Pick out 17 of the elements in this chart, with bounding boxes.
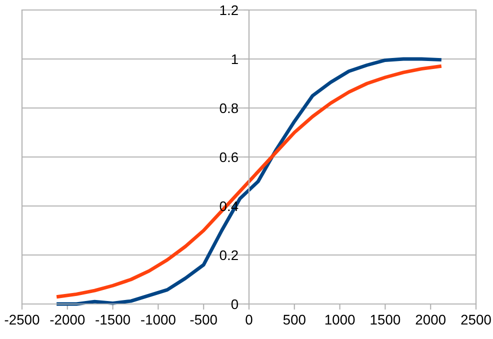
x-tick-label: 2000 bbox=[416, 314, 446, 325]
x-tick-label: -500 bbox=[190, 314, 217, 325]
x-tick-label: -2000 bbox=[50, 314, 85, 325]
x-tick-label: 500 bbox=[283, 314, 306, 325]
y-tick-label: 0.8 bbox=[220, 103, 238, 114]
y-tick-label: 0 bbox=[231, 299, 238, 310]
y-tick-label: 0.6 bbox=[220, 152, 238, 162]
y-tick-label: 1 bbox=[232, 54, 238, 64]
x-tick-label: 1000 bbox=[325, 314, 355, 325]
x-tick-label: -1500 bbox=[96, 314, 130, 325]
x-tick-label: 2500 bbox=[461, 314, 491, 325]
x-tick-label: -2500 bbox=[4, 314, 40, 325]
x-tick-label: 1500 bbox=[370, 314, 400, 325]
y-tick-label: 1.2 bbox=[220, 5, 238, 16]
x-tick-label: -1000 bbox=[141, 314, 176, 325]
y-tick-label: 0.2 bbox=[220, 250, 238, 260]
x-tick-label: 0 bbox=[246, 314, 252, 325]
